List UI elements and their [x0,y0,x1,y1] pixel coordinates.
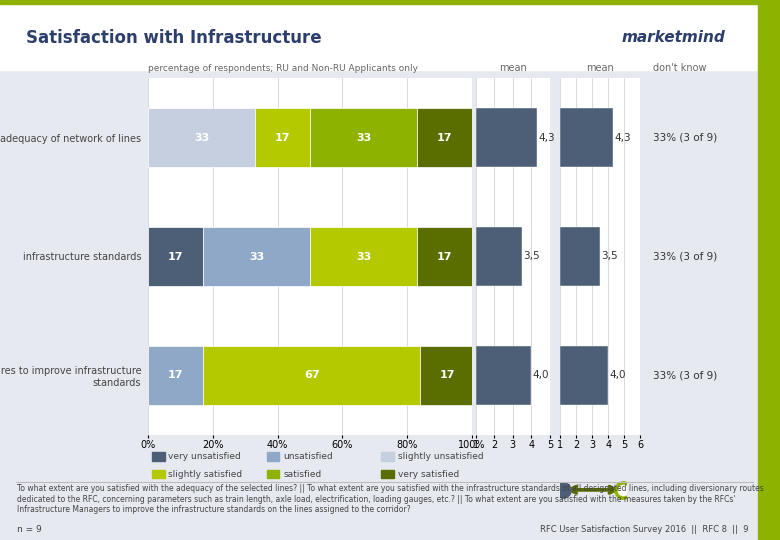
Text: 17: 17 [168,370,183,380]
Text: 17: 17 [437,252,452,261]
Bar [204,346,420,405]
Bar [148,346,204,405]
Text: 17: 17 [168,252,183,261]
Bar [417,227,472,286]
Text: don't know: don't know [653,63,707,73]
Text: 33% (3 of 9): 33% (3 of 9) [653,252,717,261]
Bar [148,108,255,167]
Text: 67: 67 [304,370,320,380]
Text: marketmind: marketmind [622,30,725,45]
Text: 33% (3 of 9): 33% (3 of 9) [653,370,717,380]
Bar [420,346,475,405]
Text: 3,5: 3,5 [601,252,618,261]
Bar [476,108,537,167]
Bar [204,227,310,286]
Text: 4,3: 4,3 [538,133,555,143]
Text: 17: 17 [437,133,452,143]
Bar [476,346,531,405]
Text: unsatisfied: unsatisfied [283,452,333,461]
Text: 4,0: 4,0 [533,370,549,380]
Text: To what extent are you satisfied with the adequacy of the selected lines? || To : To what extent are you satisfied with th… [17,484,764,514]
Text: percentage of respondents; RU and Non-RU Applicants only: percentage of respondents; RU and Non-RU… [148,64,418,73]
Text: 33: 33 [194,133,209,143]
Text: very unsatisfied: very unsatisfied [168,452,241,461]
Bar [560,346,608,405]
Bar [476,227,522,286]
Text: mean: mean [587,63,614,73]
Text: 4,0: 4,0 [609,370,626,380]
Text: 33: 33 [356,133,371,143]
Text: 33: 33 [356,252,371,261]
Text: slightly satisfied: slightly satisfied [168,470,243,478]
Text: satisfied: satisfied [283,470,321,478]
Text: 33% (3 of 9): 33% (3 of 9) [653,133,717,143]
Bar [310,108,417,167]
Text: 17: 17 [275,133,290,143]
Bar [255,108,310,167]
Text: Satisfaction with Infrastructure: Satisfaction with Infrastructure [26,29,321,47]
Text: n = 9: n = 9 [17,525,42,534]
Text: very satisfied: very satisfied [398,470,459,478]
Text: 3,5: 3,5 [523,252,540,261]
Text: 17: 17 [440,370,456,380]
Text: 33: 33 [249,252,264,261]
Text: 4,3: 4,3 [614,133,631,143]
Bar [148,227,204,286]
Bar [560,108,613,167]
Bar [310,227,417,286]
Bar [560,227,601,286]
Text: RFC User Satisfaction Survey 2016  ||  RFC 8  ||  9: RFC User Satisfaction Survey 2016 || RFC… [541,525,749,534]
Text: mean: mean [499,63,526,73]
Bar [417,108,472,167]
Text: slightly unsatisfied: slightly unsatisfied [398,452,484,461]
